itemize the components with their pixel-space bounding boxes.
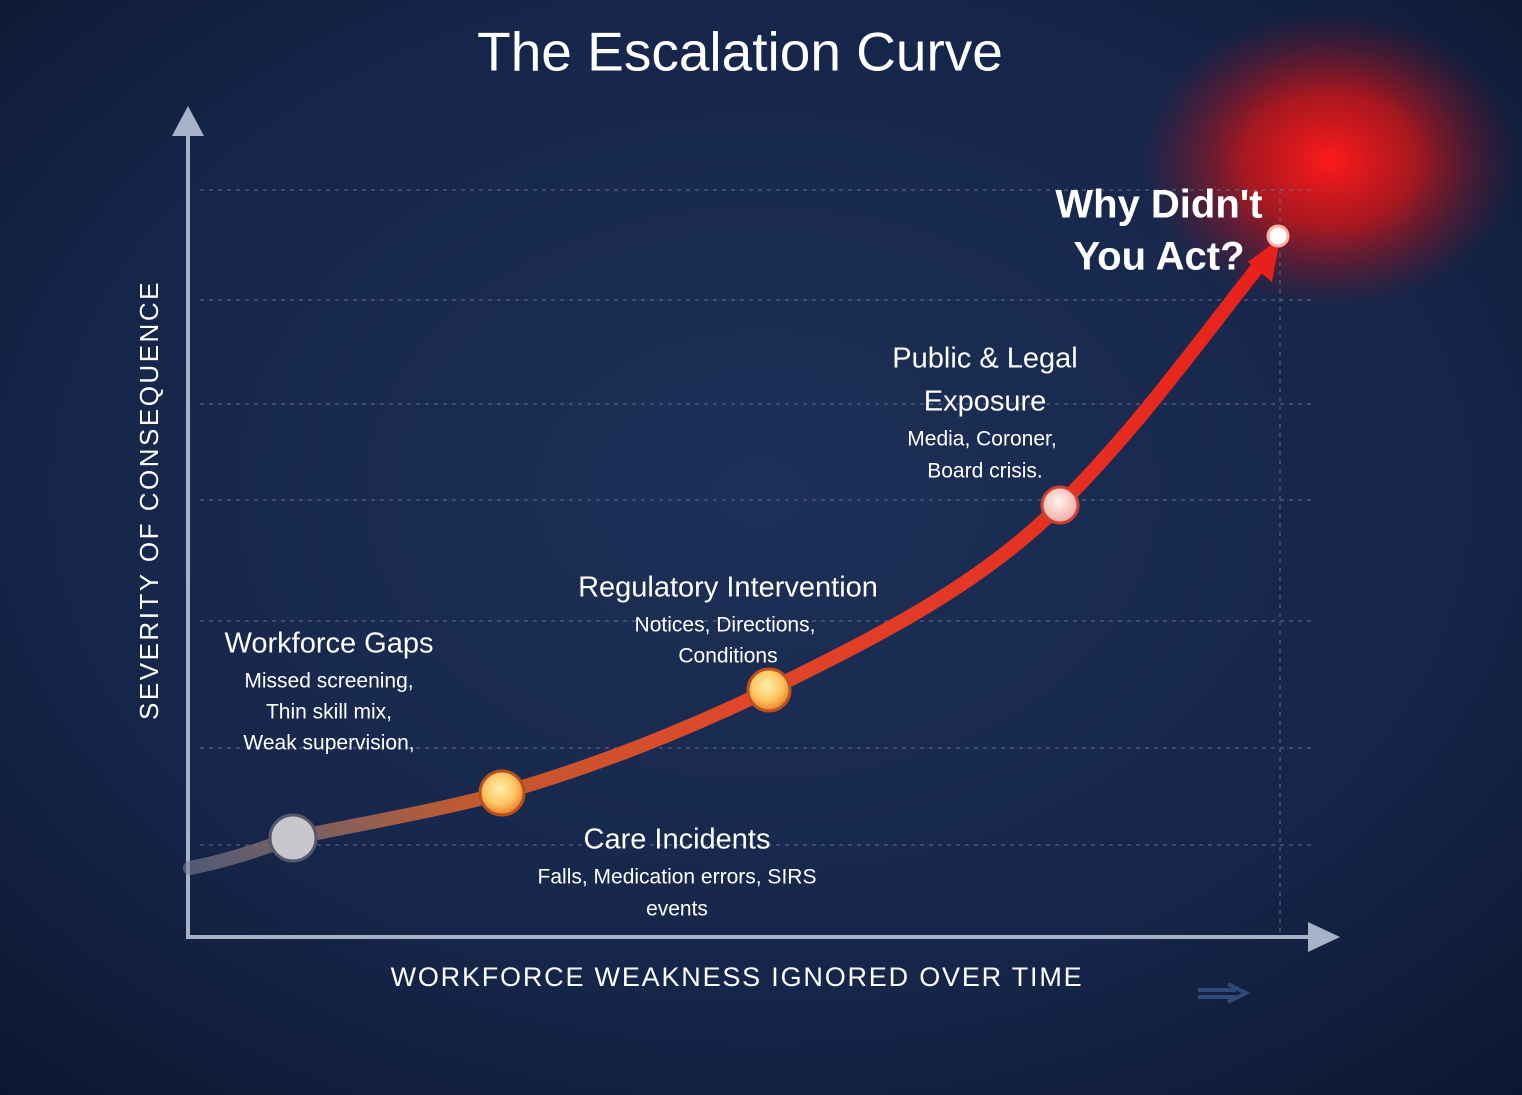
y-axis-label: SEVERITY OF CONSEQUENCE <box>134 280 164 720</box>
title: The Escalation Curve <box>477 21 1003 83</box>
stage-title: Workforce Gaps <box>225 628 434 660</box>
curve-arrowhead <box>1248 238 1280 282</box>
stage-detail: Board crisis. <box>927 460 1043 483</box>
grid <box>200 189 1315 935</box>
x-axis-label: WORKFORCE WEAKNESS IGNORED OVER TIME <box>391 962 1084 992</box>
stage-detail: Notices, Directions, <box>635 614 816 637</box>
red-glow <box>1140 10 1520 310</box>
stage-detail: Falls, Medication errors, SIRS <box>538 866 817 889</box>
stage-title: Exposure <box>924 386 1047 418</box>
stage-detail: Weak supervision, <box>243 732 414 755</box>
stage-node <box>478 769 526 817</box>
stage-title: Regulatory Intervention <box>578 572 878 604</box>
final-question: You Act? <box>1073 235 1244 279</box>
axes <box>172 106 1340 952</box>
stage-node <box>1266 224 1290 248</box>
stage-detail: Media, Coroner, <box>907 428 1056 451</box>
stage-detail: Thin skill mix, <box>266 701 392 724</box>
stage-title: Care Incidents <box>584 824 771 856</box>
stage-node <box>268 813 318 863</box>
stage-title: Public & Legal <box>892 343 1077 375</box>
stage-detail: Conditions <box>678 645 777 668</box>
stage-detail: Missed screening, <box>244 670 413 693</box>
stage-detail: events <box>646 898 708 921</box>
final-question: Why Didn't <box>1055 183 1262 227</box>
decor-arrow <box>1198 982 1251 1004</box>
stage-node <box>1040 485 1080 525</box>
stage-node <box>746 667 792 713</box>
